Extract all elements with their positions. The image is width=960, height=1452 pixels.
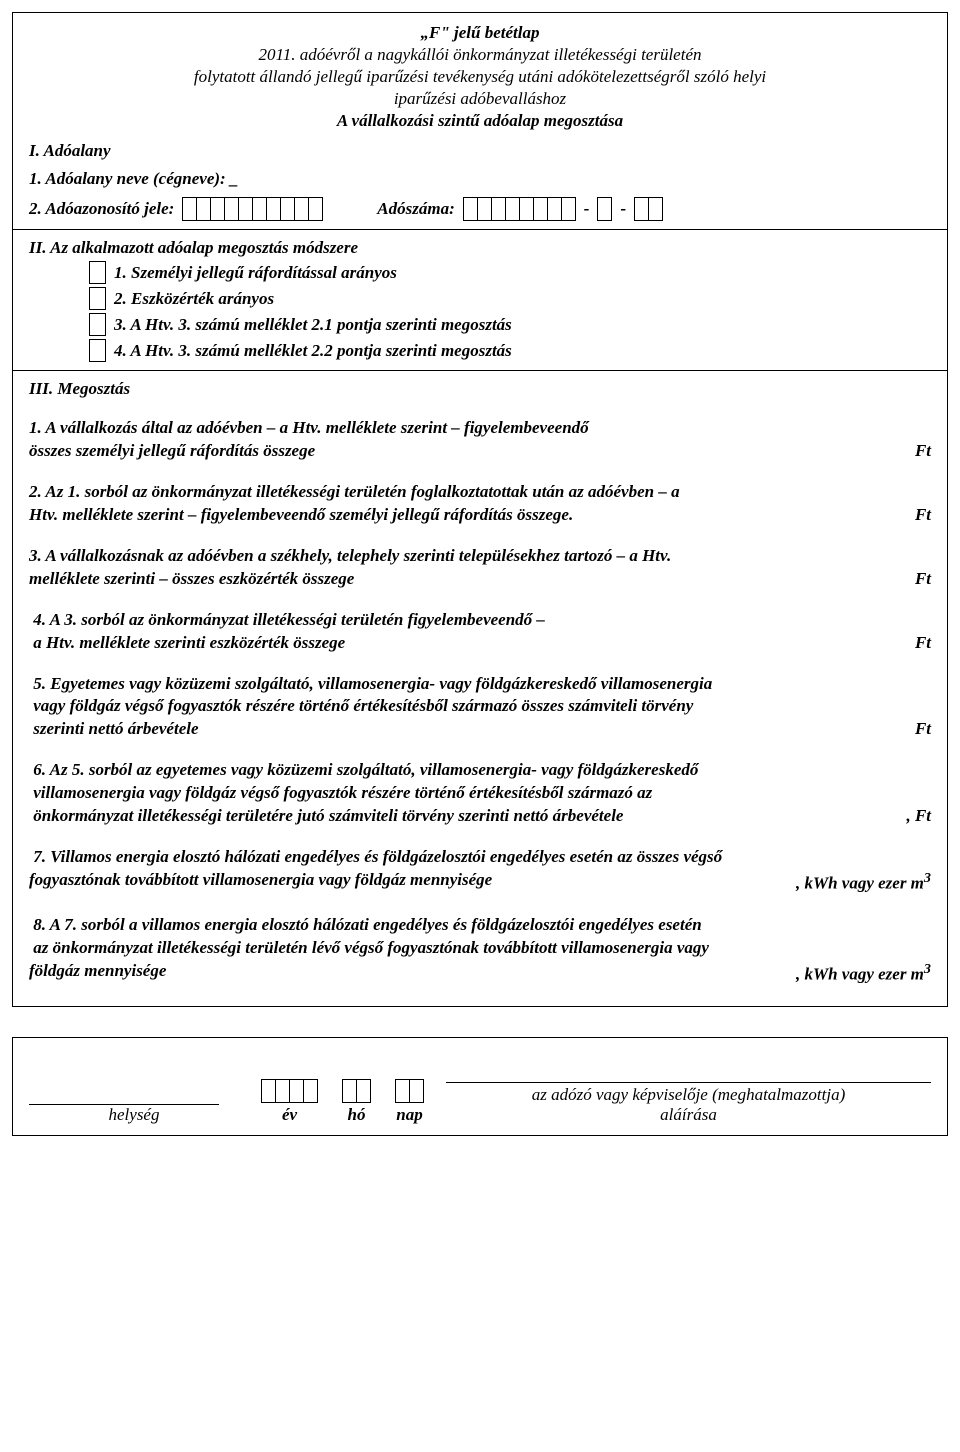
- year-cells[interactable]: [261, 1079, 318, 1103]
- header-title-4: iparűzési adóbevalláshoz: [29, 89, 931, 109]
- option-1-label: 1. Személyi jellegű ráfordítással arányo…: [114, 263, 397, 283]
- para-5a: 5. Egyetemes vagy közüzemi szolgáltató, …: [33, 674, 712, 693]
- checkbox-1[interactable]: [89, 261, 106, 284]
- month-col: hó: [340, 1079, 373, 1125]
- para-4a: 4. A 3. sorból az önkormányzat illetékes…: [33, 610, 545, 629]
- checkbox-4[interactable]: [89, 339, 106, 362]
- para-7a: 7. Villamos energia elosztó hálózati eng…: [33, 847, 722, 866]
- para-3a: 3. A vállalkozásnak az adóévben a székhe…: [29, 546, 671, 565]
- place-label: helység: [29, 1105, 239, 1125]
- para-7-unit: , kWh vagy ezer m3: [796, 869, 931, 896]
- para-6a: 6. Az 5. sorból az egyetemes vagy közüze…: [33, 760, 698, 779]
- adoszam-cells-c[interactable]: [634, 197, 663, 221]
- dash-1: -: [584, 199, 590, 219]
- para-3: 3. A vállalkozásnak az adóévben a székhe…: [29, 545, 931, 591]
- checkbox-2[interactable]: [89, 287, 106, 310]
- para-3-ft: Ft: [915, 568, 931, 591]
- month-cells[interactable]: [342, 1079, 371, 1103]
- day-col: nap: [393, 1079, 426, 1125]
- para-7: 7. Villamos energia elosztó hálózati eng…: [29, 846, 931, 896]
- header-title-3: folytatott állandó jellegű iparűzési tev…: [29, 67, 931, 87]
- signer-label-2: aláírása: [446, 1105, 931, 1125]
- header-title-5: A vállalkozási szintű adóalap megosztása: [29, 111, 931, 131]
- day-label: nap: [396, 1105, 422, 1125]
- para-2-ft: Ft: [915, 504, 931, 527]
- para-2b: Htv. melléklete szerint – figyelembeveen…: [29, 505, 573, 524]
- place-col: helység: [29, 1081, 239, 1125]
- para-4: 4. A 3. sorból az önkormányzat illetékes…: [29, 609, 931, 655]
- tax-id-row: 2. Adóazonosító jele: Adószáma: - -: [29, 197, 931, 221]
- section-1-heading: I. Adóalany: [29, 141, 931, 161]
- para-6-ft: , Ft: [906, 805, 931, 828]
- para-8b: az önkormányzat illetékességi területén …: [33, 938, 709, 957]
- para-5-ft: Ft: [915, 718, 931, 741]
- para-1-ft: Ft: [915, 440, 931, 463]
- option-3: 3. A Htv. 3. számú melléklet 2.1 pontja …: [89, 313, 931, 336]
- option-2-label: 2. Eszközérték arányos: [114, 289, 274, 309]
- year-col: év: [259, 1079, 320, 1125]
- para-8-unit: , kWh vagy ezer m3: [796, 960, 931, 987]
- para-7b: fogyasztónak továbbított villamosenergia…: [29, 870, 492, 889]
- year-label: év: [282, 1105, 297, 1125]
- option-2: 2. Eszközérték arányos: [89, 287, 931, 310]
- month-label: hó: [348, 1105, 366, 1125]
- divider-2: [13, 370, 947, 371]
- header-title-2: 2011. adóévről a nagykállói önkormányzat…: [29, 45, 931, 65]
- para-2a: 2. Az 1. sorból az önkormányzat illetéke…: [29, 482, 680, 501]
- divider-1: [13, 229, 947, 230]
- para-1b: összes személyi jellegű ráfordítás össze…: [29, 441, 315, 460]
- dash-2: -: [620, 199, 626, 219]
- checkbox-3[interactable]: [89, 313, 106, 336]
- para-1a: 1. A vállalkozás által az adóévben – a H…: [29, 418, 589, 437]
- para-5b: vagy földgáz végső fogyasztók részére tö…: [33, 696, 693, 715]
- section-2-heading: II. Az alkalmazott adóalap megosztás mód…: [29, 238, 931, 258]
- para-3b: melléklete szerinti – összes eszközérték…: [29, 569, 354, 588]
- adoszam-label: Adószáma:: [377, 199, 454, 219]
- taxpayer-name-line: 1. Adóalany neve (cégneve): _: [29, 169, 931, 189]
- para-6b: villamosenergia vagy földgáz végső fogya…: [33, 783, 652, 802]
- adoszam-cells-a[interactable]: [463, 197, 576, 221]
- place-line[interactable]: [29, 1081, 219, 1105]
- option-4-label: 4. A Htv. 3. számú melléklet 2.2 pontja …: [114, 341, 512, 361]
- signer-label-1: az adózó vagy képviselője (meghatalmazot…: [446, 1085, 931, 1105]
- signer-col: az adózó vagy képviselője (meghatalmazot…: [446, 1082, 931, 1125]
- adoazonosito-label: 2. Adóazonosító jele:: [29, 199, 174, 219]
- para-2: 2. Az 1. sorból az önkormányzat illetéke…: [29, 481, 931, 527]
- para-6c: önkormányzat illetékességi területére ju…: [33, 806, 623, 825]
- para-8c: földgáz mennyisége: [29, 961, 166, 980]
- para-1: 1. A vállalkozás által az adóévben – a H…: [29, 417, 931, 463]
- day-cells[interactable]: [395, 1079, 424, 1103]
- form-main: „F" jelű betétlap 2011. adóévről a nagyk…: [12, 12, 948, 1007]
- para-8: 8. A 7. sorból a villamos energia eloszt…: [29, 914, 931, 986]
- option-1: 1. Személyi jellegű ráfordítással arányo…: [89, 261, 931, 284]
- para-5: 5. Egyetemes vagy közüzemi szolgáltató, …: [29, 673, 931, 742]
- para-8a: 8. A 7. sorból a villamos energia eloszt…: [33, 915, 701, 934]
- option-3-label: 3. A Htv. 3. számú melléklet 2.1 pontja …: [114, 315, 512, 335]
- signature-box: helység év hó nap az adózó vagy képvisel…: [12, 1037, 948, 1136]
- adoazonosito-cells[interactable]: [182, 197, 323, 221]
- para-6: 6. Az 5. sorból az egyetemes vagy közüze…: [29, 759, 931, 828]
- para-5c: szerinti nettó árbevétele: [33, 719, 198, 738]
- option-4: 4. A Htv. 3. számú melléklet 2.2 pontja …: [89, 339, 931, 362]
- para-4-ft: Ft: [915, 632, 931, 655]
- header-title-1: „F" jelű betétlap: [29, 23, 931, 43]
- adoszam-cells-b[interactable]: [597, 197, 612, 221]
- para-4b: a Htv. melléklete szerinti eszközérték ö…: [33, 633, 345, 652]
- section-3-heading: III. Megosztás: [29, 379, 931, 399]
